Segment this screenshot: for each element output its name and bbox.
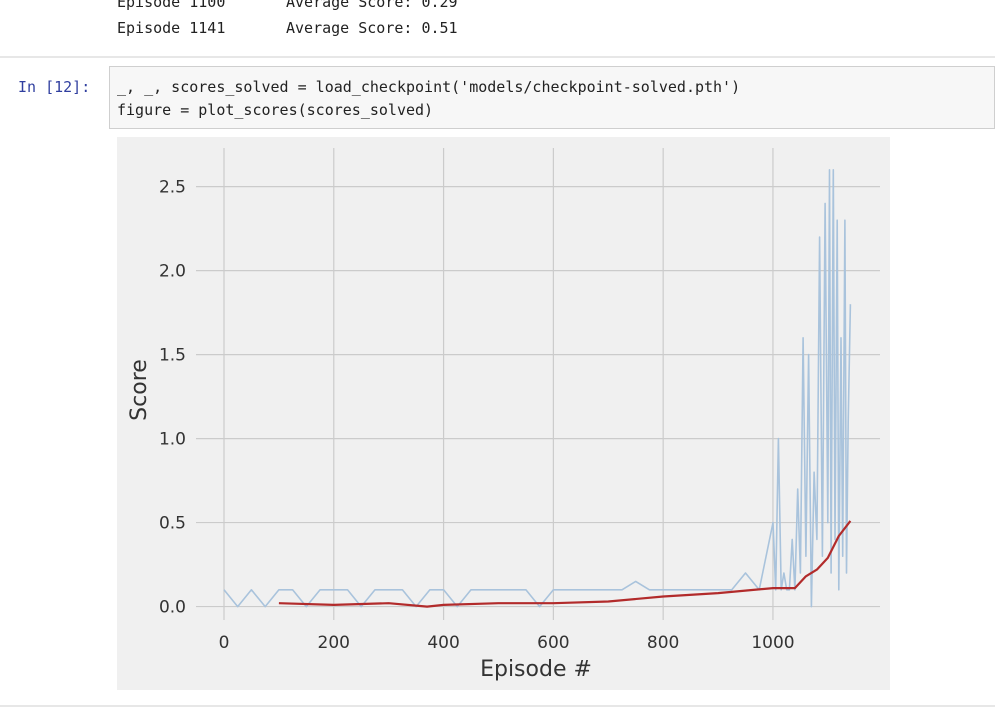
x-tick-label: 400 — [427, 633, 459, 653]
x-tick-label: 600 — [537, 633, 569, 653]
code-line: _, _, scores_solved = load_checkpoint('m… — [117, 78, 740, 96]
y-tick-label: 2.0 — [159, 262, 186, 282]
x-tick-label: 0 — [219, 633, 230, 653]
series-line — [223, 169, 852, 608]
y-tick-label: 1.0 — [159, 430, 186, 450]
plot: 0 200 400 600 800 1000 0.0 0.5 1.0 1.5 2.0 2.5 — [159, 148, 880, 653]
x-tick-label: 200 — [318, 633, 350, 653]
y-tick-label: 1.5 — [159, 346, 186, 366]
x-tick-label: 800 — [647, 633, 679, 653]
y-tick-label: 2.5 — [159, 178, 186, 198]
code-line: figure = plot_scores(scores_solved) — [117, 101, 433, 119]
output-score: Average Score: 0.51 — [286, 19, 458, 37]
series-line — [278, 520, 852, 608]
output-episode: Episode 1100 — [117, 0, 225, 11]
x-tick-label: 1000 — [751, 633, 794, 653]
x-axis-label: Episode # — [480, 657, 592, 682]
code-cell[interactable] — [109, 66, 995, 129]
output-score: Average Score: 0.29 — [286, 0, 458, 11]
cell-prompt: In [12]: — [18, 78, 90, 96]
output-episode: Episode 1141 — [117, 19, 225, 37]
y-axis-label: Score — [127, 359, 152, 421]
y-tick-label: 0.0 — [159, 598, 186, 618]
y-tick-label: 0.5 — [159, 514, 186, 534]
